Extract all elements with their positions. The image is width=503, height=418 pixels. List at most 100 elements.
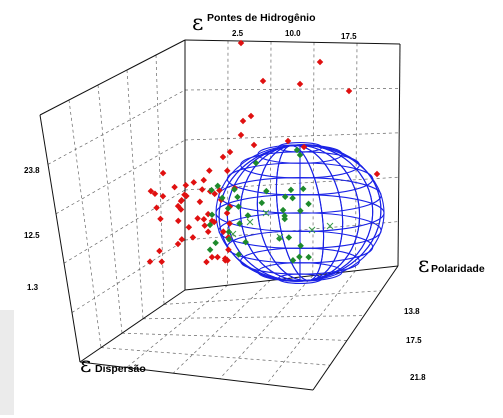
- poor-solvent-points: [146, 39, 381, 266]
- box-edge: [397, 43, 401, 267]
- good-point: [281, 193, 289, 200]
- poor-point: [181, 191, 188, 199]
- poor-point: [174, 240, 182, 248]
- good-point: [263, 187, 270, 195]
- poor-point: [247, 112, 255, 120]
- good-point: [206, 246, 214, 254]
- floor-grid-depth: [266, 270, 356, 385]
- sphere-parallel: [257, 262, 343, 282]
- poor-point: [185, 224, 193, 231]
- good-point: [305, 200, 312, 208]
- good-point: [235, 203, 242, 210]
- poor-point: [182, 182, 190, 189]
- poor-point: [177, 197, 185, 205]
- floor-grid-width: [163, 290, 382, 305]
- good-point: [276, 235, 283, 242]
- good-point: [208, 211, 216, 218]
- box-edge: [79, 289, 186, 363]
- good-point: [281, 212, 288, 220]
- floor-grid-depth: [126, 284, 228, 368]
- poor-point: [194, 215, 201, 222]
- poor-point: [159, 169, 167, 177]
- cross-marker: [326, 222, 334, 230]
- hydrogen-tick-2: 10.0: [285, 29, 301, 38]
- back-grid-vertical: [355, 43, 358, 271]
- poor-point: [220, 228, 227, 235]
- poor-point: [345, 87, 353, 95]
- good-point: [297, 207, 304, 215]
- poor-point: [157, 215, 164, 223]
- good-point: [289, 257, 297, 264]
- polarity-tick-3: 21.8: [410, 373, 426, 382]
- floor-grid-depth: [219, 275, 314, 380]
- poor-point: [214, 253, 221, 261]
- poor-point: [198, 186, 206, 193]
- good-point: [242, 238, 249, 246]
- poor-point: [219, 153, 227, 161]
- poor-point: [206, 167, 213, 174]
- good-point: [225, 228, 233, 236]
- poor-point: [200, 176, 208, 184]
- good-point: [297, 242, 304, 249]
- hydrogen-axis-epsilon: ε: [192, 11, 203, 36]
- back-grid-vertical: [269, 41, 272, 281]
- back-grid-horizontal: [184, 132, 400, 141]
- good-point: [214, 182, 221, 190]
- good-point: [296, 253, 303, 261]
- left-grid-horizontal: [47, 89, 186, 165]
- poor-point: [175, 217, 182, 225]
- poor-point: [373, 170, 381, 178]
- floor-grid-width: [100, 347, 331, 366]
- dispersion-tick-1: 23.8: [24, 166, 40, 175]
- cross-marker: [308, 226, 316, 234]
- left-grid-horizontal: [55, 139, 186, 215]
- dispersion-axis-label: Dispersão: [95, 363, 146, 375]
- good-point: [293, 146, 301, 154]
- good-point: [252, 159, 260, 167]
- hydrogen-tick-3: 17.5: [341, 32, 357, 41]
- good-point: [212, 239, 219, 247]
- poor-point: [151, 190, 159, 197]
- sphere-meridian: [218, 144, 382, 282]
- poor-point: [237, 131, 245, 139]
- dispersion-tick-3: 1.3: [27, 283, 39, 292]
- good-point: [235, 251, 242, 258]
- poor-point: [158, 258, 165, 266]
- poor-point: [203, 258, 210, 266]
- floor-grid-depth: [172, 280, 271, 374]
- back-grid-horizontal: [184, 88, 400, 91]
- poor-point: [200, 215, 208, 223]
- poor-point: [211, 190, 218, 198]
- box-edge: [39, 39, 186, 116]
- poor-point: [146, 258, 154, 265]
- poor-point: [174, 202, 182, 210]
- poor-point: [208, 253, 216, 261]
- poor-point: [210, 218, 218, 226]
- good-point: [224, 205, 232, 212]
- left-grid-vertical: [97, 84, 123, 334]
- poor-point: [204, 210, 212, 218]
- good-point: [206, 221, 214, 229]
- good-point: [208, 186, 215, 194]
- good-point: [236, 220, 243, 227]
- poor-point: [316, 58, 324, 66]
- good-point: [299, 185, 307, 193]
- poor-point: [201, 222, 208, 229]
- polarity-tick-1: 13.8: [404, 307, 420, 316]
- cross-marker: [276, 233, 284, 241]
- good-point: [234, 193, 241, 201]
- box-frame: [39, 39, 401, 391]
- left-grid-vertical: [68, 99, 102, 348]
- good-point: [289, 194, 296, 202]
- sphere-parallel: [277, 273, 323, 285]
- poor-point: [259, 77, 267, 85]
- poor-point: [225, 246, 232, 254]
- poor-point: [226, 148, 234, 156]
- cross-markers: [229, 209, 334, 241]
- good-point: [305, 253, 312, 261]
- side-panel: [0, 310, 14, 415]
- poor-point: [250, 141, 258, 149]
- poor-point: [147, 187, 155, 195]
- floor-grid-width: [142, 315, 365, 320]
